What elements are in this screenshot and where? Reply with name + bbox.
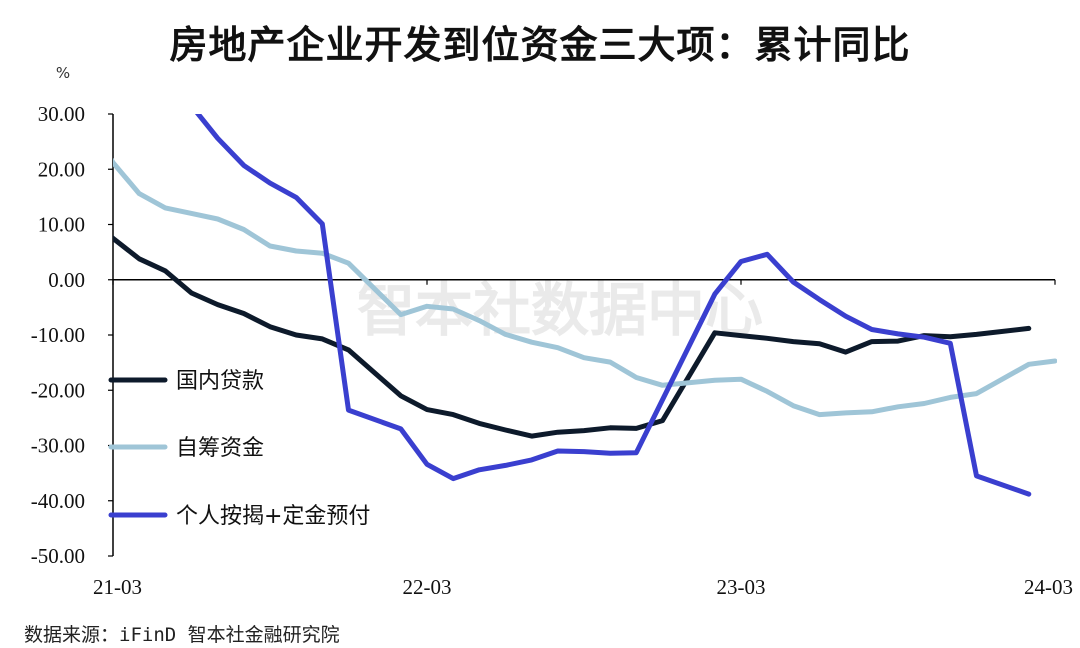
x-tick-label: 23-03 [717,575,766,599]
plot-area [113,114,1057,497]
chart-title: 房地产企业开发到位资金三大项：累计同比 [169,23,911,67]
y-tick-label: 20.00 [38,157,85,181]
x-tick-label: 24-03 [1024,575,1073,599]
legend-label: 个人按揭+定金预付 [176,504,370,529]
source-note: 数据来源：iFinD 智本社金融研究院 [24,624,340,646]
series-line-2 [113,157,1057,418]
legend-label: 自筹资金 [176,436,264,461]
x-tick-label: 21-03 [93,575,142,599]
y-tick-label: 0.00 [48,268,85,292]
y-tick-label: -10.00 [31,323,85,347]
y-tick-label: -40.00 [31,489,85,513]
legend-label: 国内贷款 [176,369,264,394]
x-axis: 21-03 22-03 23-03 24-03 [93,279,1073,599]
series-line-1 [113,235,1032,439]
y-axis: 30.00 20.00 10.00 0.00 -10.00 -20.00 -30.00 -40… [31,102,114,568]
y-tick-label: -30.00 [31,434,85,458]
y-tick-label: 30.00 [38,102,85,126]
x-tick-label: 22-03 [403,575,452,599]
y-tick-label: 10.00 [38,213,85,237]
series-line-3 [194,114,1032,497]
y-tick-label: -50.00 [31,544,85,568]
y-tick-label: -20.00 [31,378,85,402]
y-axis-unit: % [56,64,70,82]
